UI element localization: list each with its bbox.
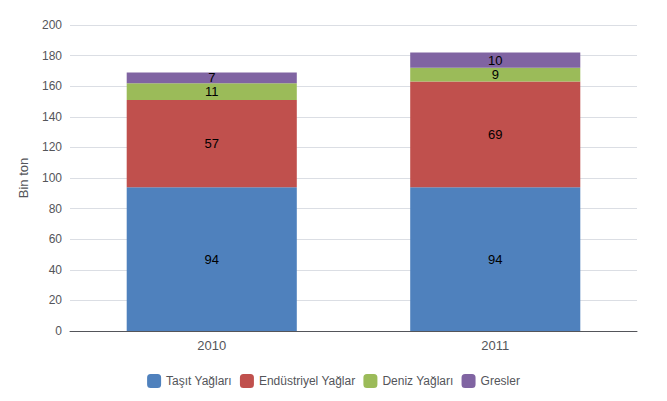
svg-text:Gresler: Gresler <box>481 374 520 388</box>
svg-text:Endüstriyel Yağlar: Endüstriyel Yağlar <box>259 374 355 388</box>
svg-text:94: 94 <box>488 252 502 267</box>
svg-text:Deniz Yağları: Deniz Yağları <box>382 374 453 388</box>
svg-text:0: 0 <box>55 324 62 338</box>
svg-text:40: 40 <box>49 263 63 277</box>
svg-text:Bin ton: Bin ton <box>16 158 31 198</box>
svg-text:10: 10 <box>488 53 502 68</box>
svg-text:2010: 2010 <box>197 338 226 353</box>
svg-text:2011: 2011 <box>481 338 509 353</box>
svg-text:9: 9 <box>492 67 499 82</box>
svg-text:57: 57 <box>205 136 219 151</box>
svg-text:80: 80 <box>49 202 63 216</box>
svg-text:11: 11 <box>205 84 219 99</box>
svg-text:140: 140 <box>42 110 62 124</box>
svg-text:60: 60 <box>49 232 63 246</box>
svg-text:100: 100 <box>42 171 62 185</box>
svg-text:Taşıt Yağları: Taşıt Yağları <box>166 374 232 388</box>
svg-text:180: 180 <box>42 49 62 63</box>
svg-text:120: 120 <box>42 140 62 154</box>
svg-text:94: 94 <box>205 252 219 267</box>
svg-text:200: 200 <box>42 18 62 32</box>
svg-text:20: 20 <box>49 293 63 307</box>
svg-text:69: 69 <box>488 127 502 142</box>
svg-text:160: 160 <box>42 79 62 93</box>
svg-text:7: 7 <box>208 70 215 85</box>
